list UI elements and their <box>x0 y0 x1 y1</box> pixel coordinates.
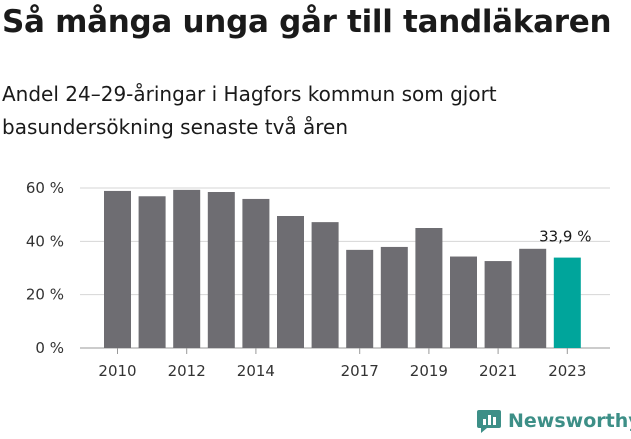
bar <box>311 222 339 348</box>
x-tick-label: 2010 <box>98 362 136 380</box>
chart-subtitle: Andel 24–29-åringar i Hagfors kommun som… <box>2 82 497 139</box>
bar <box>277 216 304 348</box>
bar <box>138 196 166 348</box>
bar-chart-logo-icon <box>477 410 501 433</box>
bar <box>450 256 477 348</box>
bar <box>380 246 408 348</box>
y-tick-label: 60 % <box>26 179 64 197</box>
bar <box>207 192 235 348</box>
bar <box>104 190 131 348</box>
bar <box>346 249 374 348</box>
y-tick-label: 40 % <box>26 232 64 250</box>
bar <box>519 248 547 348</box>
data-label: 33,9 % <box>539 228 591 246</box>
bar <box>173 189 201 348</box>
bar-chart: 0 % 20 % 40 % 60 % 2010 2012 2014 2017 2019 2021 2… <box>26 179 610 380</box>
brand-name: Newsworthy <box>508 410 631 432</box>
chart-title: Så många unga går till tandläkaren <box>2 4 612 40</box>
bar <box>484 261 512 348</box>
x-tick-label: 2017 <box>341 362 379 380</box>
x-tick-label: 2021 <box>479 362 517 380</box>
x-tick-label: 2023 <box>548 362 586 380</box>
x-tick-label: 2014 <box>237 362 275 380</box>
bar <box>242 198 270 348</box>
y-tick-label: 20 % <box>26 286 64 304</box>
x-tick-label: 2019 <box>410 362 448 380</box>
y-tick-label: 0 % <box>35 339 64 357</box>
x-tick-label: 2012 <box>168 362 206 380</box>
bar <box>415 228 443 348</box>
brand: Newsworthy <box>476 408 631 434</box>
bar <box>553 257 581 348</box>
